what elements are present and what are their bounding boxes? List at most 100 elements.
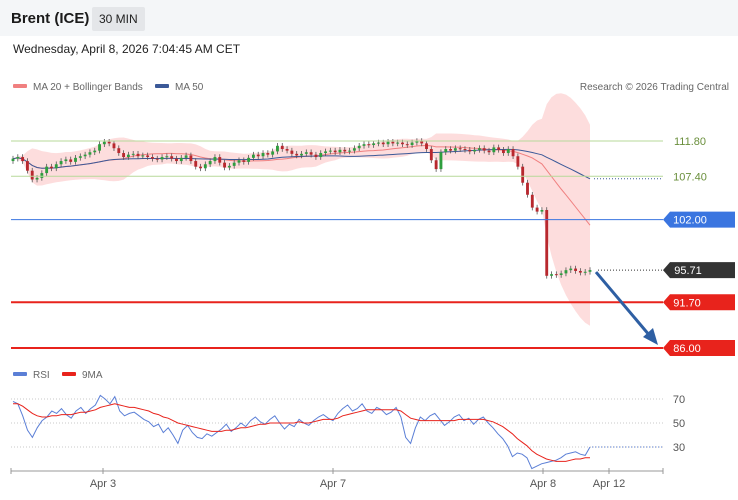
candle-body <box>401 142 404 145</box>
legend-swatch-rsi <box>13 372 27 376</box>
candle-body <box>348 150 352 152</box>
candle-body <box>78 156 82 158</box>
legend-swatch-rsi-ma <box>62 372 76 376</box>
candle-body <box>74 157 77 162</box>
candle-body <box>473 149 477 152</box>
forecast-arrow-shaft <box>594 271 652 337</box>
candle-body <box>530 194 534 208</box>
legend-rsi-label: RSI <box>33 370 50 381</box>
candle-body <box>199 166 202 169</box>
legend-swatch-ma50 <box>155 84 169 88</box>
candle-body <box>88 152 92 155</box>
candle-body <box>574 268 578 271</box>
candle-body <box>189 155 193 162</box>
candle-body <box>391 141 395 144</box>
candle-body <box>415 141 419 143</box>
candle-body <box>247 157 251 162</box>
candle-body <box>521 166 525 183</box>
candle-body <box>405 144 409 146</box>
datetime-label: Wednesday, April 8, 2026 7:04:45 AM CET <box>13 42 241 56</box>
candle-body <box>425 143 428 150</box>
candle-body <box>213 157 217 162</box>
candle-body <box>25 161 29 171</box>
candle-body <box>352 148 356 151</box>
x-tick-label: Apr 7 <box>320 478 346 490</box>
candle-body <box>487 150 491 153</box>
candle-body <box>194 161 198 167</box>
candle-body <box>232 162 236 166</box>
candle-body <box>559 273 563 275</box>
candle-body <box>93 150 97 153</box>
rsi-legend: RSI 9MA <box>13 370 103 381</box>
candle-body <box>439 152 443 170</box>
instrument-title: Brent (ICE) <box>11 10 90 27</box>
candle-body <box>155 158 159 160</box>
candle-body <box>444 149 448 153</box>
candle-body <box>410 142 414 146</box>
candle-body <box>343 149 347 152</box>
rsi-ma-line <box>13 403 590 462</box>
candle-body <box>285 149 289 151</box>
timeframe-button[interactable]: 30 MIN <box>92 7 145 31</box>
support-label: 91.70 <box>673 297 701 309</box>
candle-body <box>203 164 207 169</box>
candle-body <box>117 148 121 154</box>
chart-header: Brent (ICE) 30 MIN <box>0 0 738 36</box>
candle-body <box>16 157 20 159</box>
candle-body <box>242 160 246 162</box>
resistance-label: 107.40 <box>673 171 707 183</box>
candle-body <box>554 274 558 276</box>
main-plot <box>11 93 663 326</box>
support-label: 86.00 <box>673 343 701 355</box>
candle-body <box>290 150 294 154</box>
candle-body <box>324 151 327 154</box>
candle-body <box>377 142 380 144</box>
candle-body <box>502 149 505 154</box>
candle-body <box>550 274 553 276</box>
candle-body <box>526 182 529 195</box>
candle-body <box>333 150 337 153</box>
candle-body <box>434 160 438 170</box>
candle-body <box>256 154 260 157</box>
candle-body <box>276 145 279 152</box>
candle-body <box>328 150 332 152</box>
candle-body <box>165 156 169 158</box>
pivot-label: 102.00 <box>673 215 707 227</box>
candle-body <box>136 153 140 157</box>
candle-body <box>45 166 49 174</box>
candle-body <box>131 153 135 155</box>
support-tag <box>663 340 735 356</box>
candle-body <box>170 156 174 159</box>
candle-body <box>367 144 371 146</box>
resistance-label: 111.80 <box>674 136 706 148</box>
candle-body <box>40 173 44 178</box>
x-tick-label: Apr 3 <box>90 478 116 490</box>
candle-body <box>429 149 433 161</box>
candle-body <box>468 149 472 152</box>
candle-body <box>237 160 241 163</box>
candle-body <box>64 159 68 162</box>
candle-body <box>583 271 587 273</box>
rsi-tick-label: 30 <box>673 442 685 454</box>
candle-body <box>30 170 34 180</box>
candle-body <box>218 157 222 163</box>
legend-ma20-label: MA 20 + Bollinger Bands <box>33 82 143 93</box>
candle-body <box>453 148 457 151</box>
candle-body <box>516 156 520 167</box>
candle-body <box>338 149 342 153</box>
candle-body <box>122 153 126 158</box>
candle-body <box>295 153 299 156</box>
price-levels: 111.80 107.40 102.00 95.71 91.70 86.00 <box>11 136 735 356</box>
last-price-label: 95.71 <box>674 265 702 277</box>
candle-body <box>420 141 424 144</box>
bollinger-band <box>13 93 590 326</box>
candle-body <box>357 145 361 149</box>
main-legend: MA 20 + Bollinger Bands MA 50 <box>13 82 204 93</box>
candle-body <box>69 159 73 162</box>
candle-body <box>458 148 462 150</box>
rsi-tick-label: 70 <box>673 394 685 406</box>
candle-body <box>223 162 226 168</box>
candle-body <box>578 270 582 273</box>
candle-body <box>492 147 496 153</box>
candle-body <box>11 158 15 162</box>
